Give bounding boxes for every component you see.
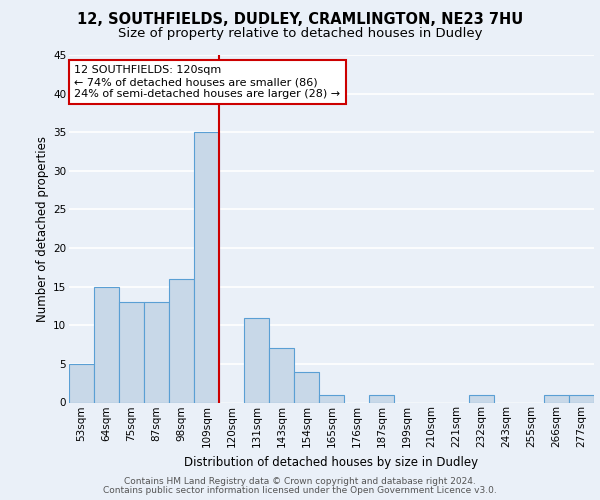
Text: Size of property relative to detached houses in Dudley: Size of property relative to detached ho…: [118, 28, 482, 40]
Text: Contains public sector information licensed under the Open Government Licence v3: Contains public sector information licen…: [103, 486, 497, 495]
Text: 12 SOUTHFIELDS: 120sqm
← 74% of detached houses are smaller (86)
24% of semi-det: 12 SOUTHFIELDS: 120sqm ← 74% of detached…: [74, 66, 340, 98]
Text: 12, SOUTHFIELDS, DUDLEY, CRAMLINGTON, NE23 7HU: 12, SOUTHFIELDS, DUDLEY, CRAMLINGTON, NE…: [77, 12, 523, 28]
Bar: [469, 395, 494, 402]
Bar: [144, 302, 169, 402]
Bar: [69, 364, 94, 403]
Bar: [94, 286, 119, 403]
Bar: [569, 395, 594, 402]
Bar: [294, 372, 319, 402]
Bar: [319, 395, 344, 402]
Bar: [269, 348, 294, 403]
Bar: [169, 279, 194, 402]
Bar: [544, 395, 569, 402]
Bar: [194, 132, 219, 402]
Bar: [369, 395, 394, 402]
Text: Contains HM Land Registry data © Crown copyright and database right 2024.: Contains HM Land Registry data © Crown c…: [124, 477, 476, 486]
Bar: [119, 302, 144, 402]
Y-axis label: Number of detached properties: Number of detached properties: [36, 136, 49, 322]
X-axis label: Distribution of detached houses by size in Dudley: Distribution of detached houses by size …: [184, 456, 479, 468]
Bar: [244, 318, 269, 402]
